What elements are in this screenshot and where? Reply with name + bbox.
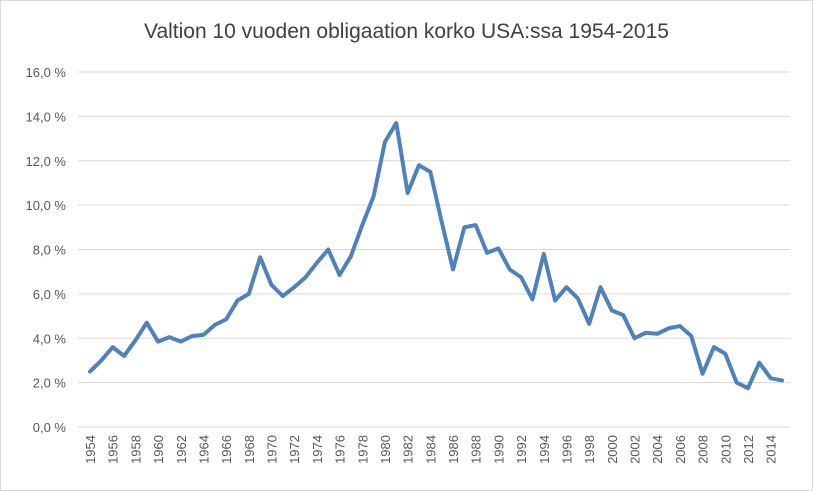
x-tick-label: 2008 xyxy=(696,435,711,464)
x-tick-label: 1986 xyxy=(446,435,461,464)
y-tick-label: 8,0 % xyxy=(33,243,67,258)
x-tick-label: 2014 xyxy=(764,435,779,464)
x-tick-label: 1968 xyxy=(242,435,257,464)
x-tick-label: 1954 xyxy=(83,435,98,464)
x-tick-label: 1972 xyxy=(287,435,302,464)
x-tick-label: 1980 xyxy=(378,435,393,464)
y-tick-label: 12,0 % xyxy=(26,154,67,169)
x-tick-label: 1992 xyxy=(514,435,529,464)
y-tick-label: 14,0 % xyxy=(26,109,67,124)
x-tick-label: 2000 xyxy=(605,435,620,464)
y-tick-label: 2,0 % xyxy=(33,376,67,391)
x-tick-label: 1974 xyxy=(310,435,325,464)
x-tick-label: 1956 xyxy=(106,435,121,464)
x-tick-label: 2004 xyxy=(650,435,665,464)
x-tick-label: 1970 xyxy=(265,435,280,464)
x-tick-label: 1984 xyxy=(423,435,438,464)
chart-title: Valtion 10 vuoden obligaation korko USA:… xyxy=(144,20,669,43)
x-tick-label: 2006 xyxy=(673,435,688,464)
x-tick-label: 1962 xyxy=(174,435,189,464)
x-tick-label: 1982 xyxy=(401,435,416,464)
x-tick-label: 1960 xyxy=(151,435,166,464)
x-tick-label: 1996 xyxy=(559,435,574,464)
y-tick-label: 16,0 % xyxy=(26,65,67,80)
x-tick-label: 1998 xyxy=(582,435,597,464)
x-tick-label: 1976 xyxy=(333,435,348,464)
x-tick-label: 1958 xyxy=(128,435,143,464)
x-tick-label: 1978 xyxy=(355,435,370,464)
x-tick-label: 2010 xyxy=(718,435,733,464)
x-tick-label: 1964 xyxy=(196,435,211,464)
x-tick-label: 1966 xyxy=(219,435,234,464)
grid-lines xyxy=(78,71,790,428)
y-axis-tick-labels: 0,0 % 2,0 % 4,0 % 6,0 % 8,0 % 10,0 % 12,0 % 14,… xyxy=(26,65,67,435)
y-tick-label: 10,0 % xyxy=(26,198,67,213)
series-line xyxy=(88,121,784,391)
y-tick-label: 0,0 % xyxy=(33,420,67,435)
series-group xyxy=(88,121,784,391)
y-tick-label: 4,0 % xyxy=(33,331,67,346)
x-tick-label: 2012 xyxy=(741,435,756,464)
x-tick-label: 2002 xyxy=(628,435,643,464)
x-tick-label: 1988 xyxy=(469,435,484,464)
x-tick-label: 1994 xyxy=(537,435,552,464)
x-axis-tick-labels: 1954 1956 1958 1960 1962 1964 1966 1968 1970 1972… xyxy=(83,435,779,464)
x-tick-label: 1990 xyxy=(491,435,506,464)
y-tick-label: 6,0 % xyxy=(33,287,67,302)
